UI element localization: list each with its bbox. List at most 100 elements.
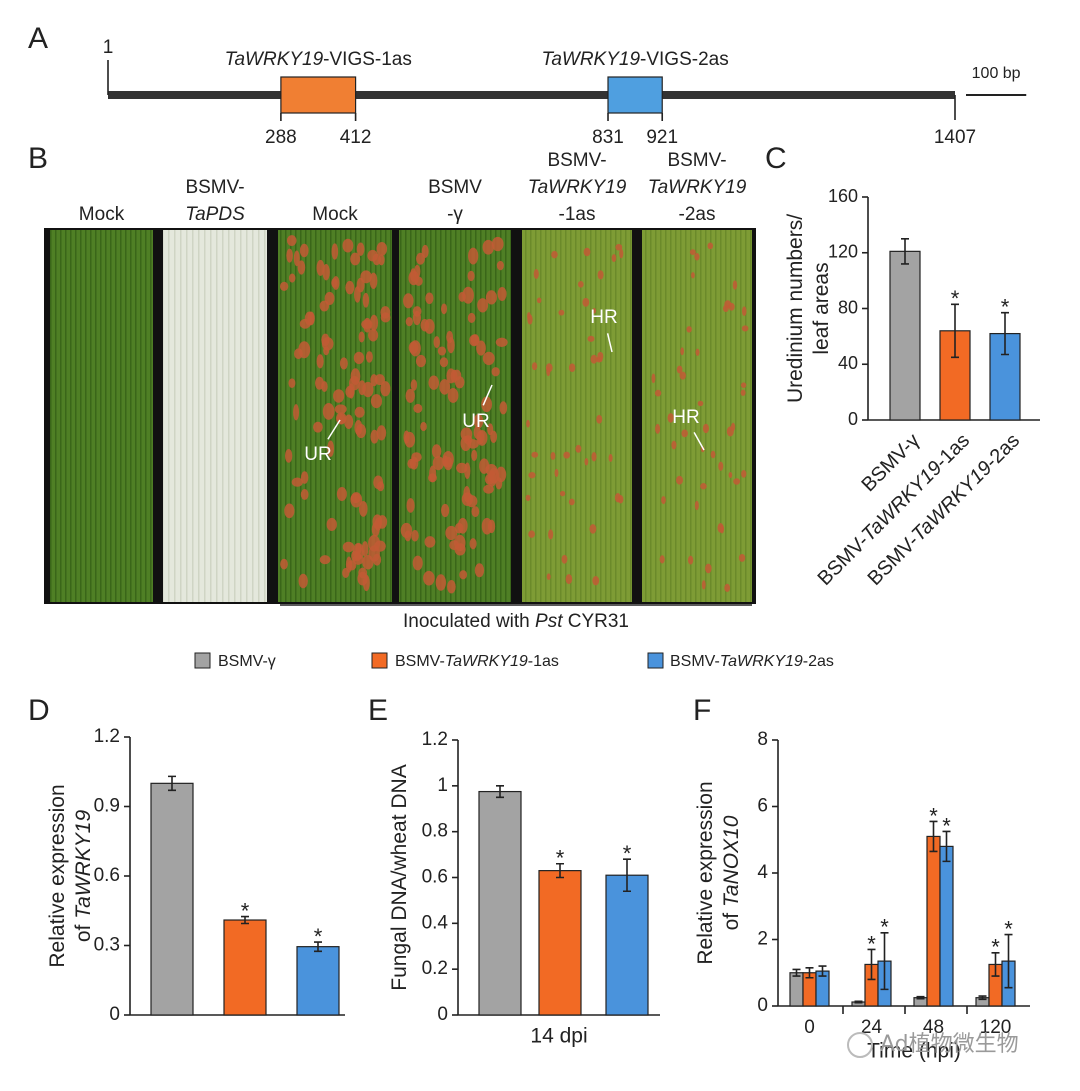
panel-label: A — [28, 22, 48, 55]
rust-pustule — [615, 243, 623, 251]
rust-pustule — [358, 500, 368, 517]
error-bar — [1004, 933, 1013, 989]
rust-pustule — [565, 574, 573, 585]
rust-pustule — [694, 252, 700, 261]
leaf-label: BSMV- — [547, 150, 606, 171]
rust-pustule — [476, 429, 488, 446]
rust-pustule — [439, 357, 449, 368]
y-tick-label: 0.6 — [94, 865, 120, 886]
bar — [296, 946, 340, 1016]
rust-pustule — [597, 351, 604, 361]
rust-pustule — [554, 468, 559, 478]
rust-pustule — [561, 554, 568, 564]
fragment-end: 921 — [646, 127, 678, 148]
significance-mark: * — [929, 803, 938, 828]
rust-pustule — [412, 555, 423, 571]
rust-pustule — [345, 280, 355, 295]
rust-pustule — [435, 574, 447, 591]
rust-pustule — [467, 270, 475, 282]
rust-pustule — [732, 280, 738, 290]
panel-label: E — [368, 694, 388, 727]
y-tick-label: 1.2 — [422, 729, 448, 750]
rust-pustule — [464, 462, 471, 479]
leaf-label: TaWRKY19 — [648, 177, 747, 198]
rust-pustule — [403, 293, 414, 309]
rust-pustule — [614, 492, 621, 503]
rust-pustule — [479, 458, 490, 474]
rust-pustule — [339, 357, 348, 370]
panel-label: B — [28, 142, 48, 175]
rust-pustule — [288, 273, 296, 283]
rust-pustule — [707, 242, 714, 250]
rust-pustule — [371, 522, 380, 537]
rust-pustule — [442, 455, 449, 467]
rust-pustule — [354, 286, 361, 303]
rust-pustule — [548, 529, 554, 540]
text-run: BSMV- — [547, 150, 606, 171]
rust-pustule — [319, 300, 330, 312]
text-run: BSMV — [428, 177, 482, 198]
text-run: leaf areas — [810, 262, 833, 354]
rust-pustule — [474, 563, 485, 578]
x-tick-label: 48 — [923, 1017, 944, 1038]
rust-pustule — [405, 317, 413, 327]
bar — [789, 972, 804, 1007]
text-run: BSMV- — [185, 177, 244, 198]
rust-pustule — [286, 248, 293, 263]
leaf-image — [642, 230, 752, 602]
error-bar — [818, 965, 827, 977]
text-run: -γ — [447, 204, 463, 225]
rust-pustule — [680, 347, 685, 356]
rust-pustule — [473, 413, 484, 429]
rust-pustule — [326, 517, 337, 532]
text-run: Mock — [79, 204, 125, 225]
text-run: Mock — [312, 204, 358, 225]
fragment-label: TaWRKY19-VIGS-1as — [225, 49, 412, 70]
rust-pustule — [370, 394, 383, 409]
rust-pustule — [331, 243, 339, 260]
rust-pustule — [471, 449, 478, 462]
significance-mark: * — [880, 915, 889, 940]
rust-pustule — [322, 403, 335, 420]
rust-pustule — [654, 389, 662, 397]
leaf-label: TaWRKY19 — [528, 177, 627, 198]
rust-pustule — [350, 493, 361, 504]
rust-pustule — [700, 483, 707, 490]
y-axis-label: Relative expression — [694, 781, 717, 964]
legend-swatch — [194, 652, 211, 669]
text-run: TaWRKY19 — [528, 177, 627, 198]
error-bar — [1001, 311, 1009, 356]
rust-pustule — [467, 312, 476, 324]
y-tick-label: 40 — [838, 353, 858, 373]
text-run: -2as — [803, 653, 834, 670]
bar — [538, 870, 582, 1016]
y-tick-label: 80 — [838, 297, 858, 317]
rust-pustule — [681, 429, 688, 438]
annotation-arrow — [482, 384, 493, 406]
text-run: TaWRKY19 — [225, 49, 324, 70]
text-run: BSMV- — [670, 653, 720, 670]
leaf-annotation: UR — [462, 411, 489, 432]
rust-pustule — [568, 363, 576, 372]
text-run: TaWRKY19 — [445, 653, 528, 670]
rust-pustule — [741, 469, 747, 478]
rust-pustule — [589, 524, 597, 534]
rust-pustule — [471, 506, 480, 518]
rust-pustule — [577, 281, 584, 288]
rust-pustule — [591, 451, 597, 462]
y-tick-label: 0.6 — [422, 867, 448, 888]
rust-pustule — [415, 354, 427, 368]
rust-pustule — [425, 292, 434, 305]
error-bar — [496, 785, 504, 799]
rust-pustule — [362, 555, 374, 570]
legend-label: BSMV-TaWRKY19-1as — [395, 653, 559, 670]
rust-pustule — [583, 247, 591, 257]
rust-pustule — [491, 367, 500, 377]
rust-pustule — [432, 456, 444, 471]
rust-pustule — [611, 254, 617, 262]
rust-pustule — [377, 481, 385, 492]
rust-pustule — [367, 249, 378, 262]
fragment-end: 412 — [340, 127, 372, 148]
annotation-arrow — [327, 419, 341, 440]
bar — [605, 874, 649, 1016]
